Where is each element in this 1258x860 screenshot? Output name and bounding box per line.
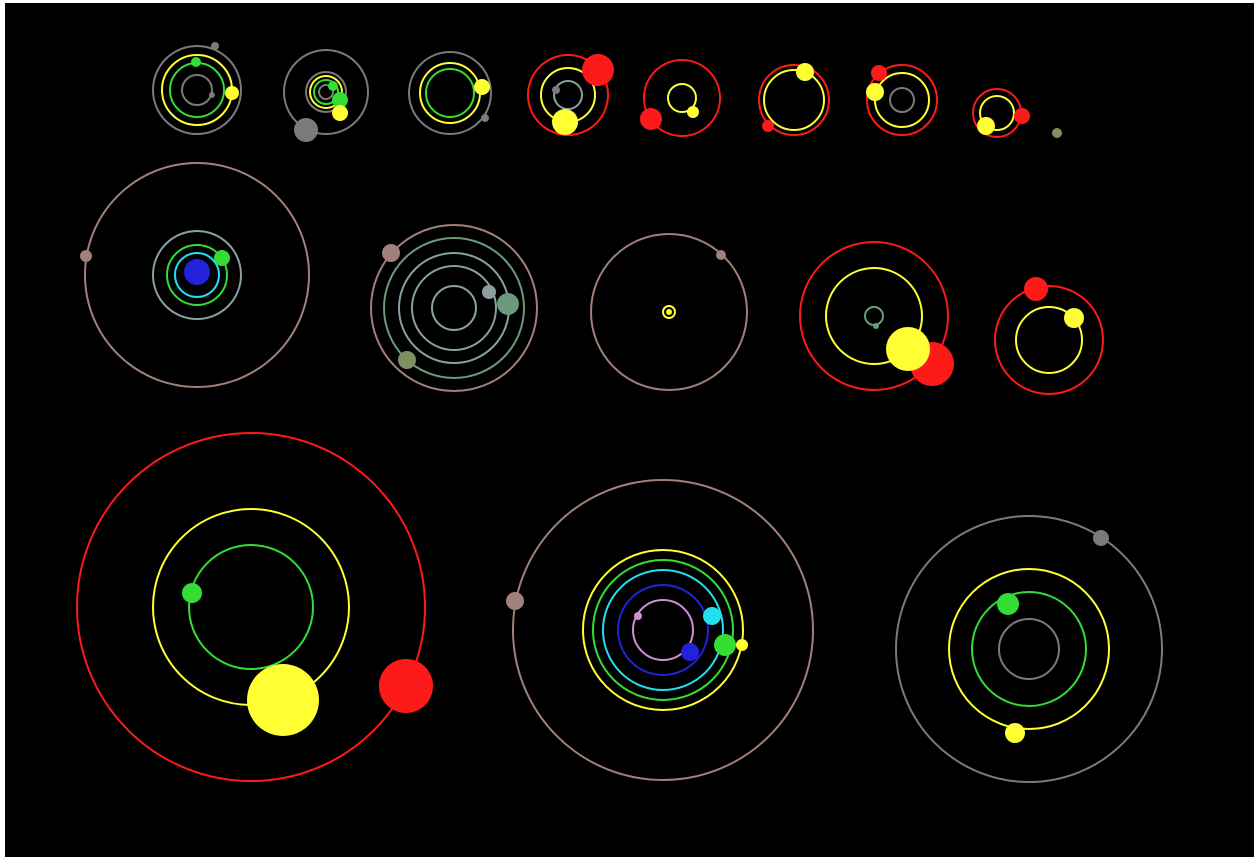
- planet: [873, 323, 879, 329]
- planet: [481, 114, 489, 122]
- planet: [225, 86, 239, 100]
- orbit: [84, 162, 310, 388]
- planet: [552, 109, 578, 135]
- orbit: [166, 244, 228, 306]
- orbit: [632, 599, 694, 661]
- planet: [687, 106, 699, 118]
- orbit: [667, 83, 697, 113]
- planet: [247, 664, 319, 736]
- orbit: [994, 285, 1104, 395]
- orbit: [763, 69, 825, 131]
- planet: [552, 86, 560, 94]
- planet: [1005, 723, 1025, 743]
- orbit: [889, 87, 915, 113]
- orbit: [866, 64, 938, 136]
- planet: [80, 250, 92, 262]
- orbit: [825, 267, 923, 365]
- planet: [328, 81, 338, 91]
- orbit: [662, 305, 676, 319]
- orbit: [590, 233, 748, 391]
- planet: [184, 259, 210, 285]
- orbit: [370, 224, 538, 392]
- orbit: [188, 544, 314, 670]
- planet: [666, 309, 672, 315]
- planet: [1093, 530, 1109, 546]
- planet: [211, 42, 219, 50]
- orbit: [425, 68, 475, 118]
- planet: [214, 250, 230, 266]
- planet: [871, 65, 887, 81]
- planet: [716, 250, 726, 260]
- planet: [379, 659, 433, 713]
- planet: [294, 118, 318, 142]
- orbit: [318, 84, 334, 100]
- planet: [640, 108, 662, 130]
- planet: [886, 327, 930, 371]
- orbit: [799, 241, 949, 391]
- orbit: [431, 285, 477, 331]
- planet: [209, 92, 215, 98]
- orbit: [512, 479, 814, 781]
- orbit: [553, 80, 583, 110]
- orbit: [411, 265, 497, 351]
- orbit: [602, 569, 724, 691]
- planet: [191, 57, 201, 67]
- planet: [762, 120, 774, 132]
- planet: [182, 583, 202, 603]
- orbit: [998, 618, 1060, 680]
- orbit: [181, 74, 213, 106]
- orbit: [383, 237, 525, 379]
- planet: [997, 593, 1019, 615]
- orbit: [592, 559, 734, 701]
- orbit: [408, 51, 492, 135]
- planet: [1064, 308, 1084, 328]
- planet: [977, 117, 995, 135]
- orbit: [174, 252, 220, 298]
- orbit: [305, 71, 347, 113]
- orbit: [971, 591, 1087, 707]
- background: [5, 3, 1254, 857]
- planet: [634, 612, 642, 620]
- planet: [1052, 128, 1062, 138]
- planet: [1024, 277, 1048, 301]
- planet: [714, 634, 736, 656]
- orbit: [895, 515, 1163, 783]
- orbit: [1015, 306, 1083, 374]
- orbit: [643, 59, 721, 137]
- planet: [474, 79, 490, 95]
- orbit: [527, 54, 609, 136]
- planet: [382, 244, 400, 262]
- orbit: [152, 45, 242, 135]
- orbit: [76, 432, 426, 782]
- orbit: [313, 79, 339, 105]
- planet: [736, 639, 748, 651]
- orbit: [979, 95, 1015, 131]
- orbit: [152, 230, 242, 320]
- planet: [332, 105, 348, 121]
- orbit: [283, 49, 369, 135]
- orbit: [758, 64, 830, 136]
- planet: [703, 607, 721, 625]
- planet: [796, 63, 814, 81]
- orbit: [582, 549, 744, 711]
- planet: [482, 285, 496, 299]
- orbit: [309, 75, 343, 109]
- orbit: [948, 568, 1110, 730]
- planet: [332, 92, 348, 108]
- planet: [398, 351, 416, 369]
- orbit: [617, 584, 709, 676]
- planet: [866, 83, 884, 101]
- planet: [506, 592, 524, 610]
- planet: [1014, 108, 1030, 124]
- planet: [681, 643, 699, 661]
- planet: [497, 293, 519, 315]
- planet: [582, 54, 614, 86]
